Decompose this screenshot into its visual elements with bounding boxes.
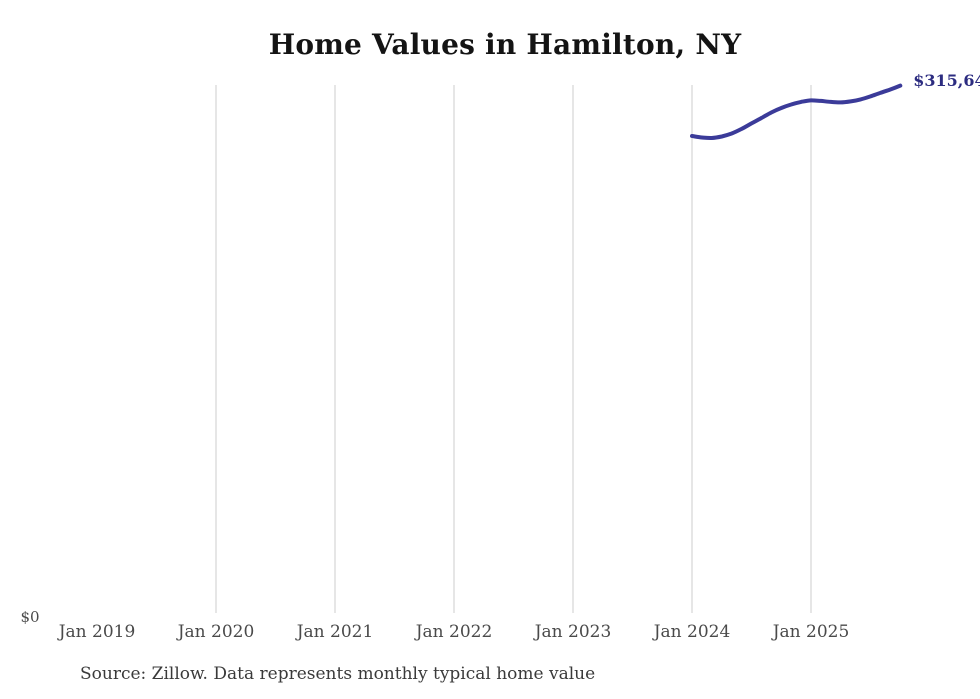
x-axis-tick-label: Jan 2024 — [653, 622, 731, 642]
x-axis-tick-label: Jan 2022 — [415, 622, 493, 642]
x-axis-tick-label: Jan 2020 — [177, 622, 255, 642]
chart-title: Home Values in Hamilton, NY — [268, 28, 742, 61]
x-axis-tick-label: Jan 2019 — [58, 622, 136, 642]
source-note: Source: Zillow. Data represents monthly … — [80, 664, 596, 684]
home-value-line — [690, 83, 903, 141]
x-axis-tick-label: Jan 2021 — [296, 622, 374, 642]
y-axis-zero-label: $0 — [20, 608, 40, 626]
x-axis-tick-label: Jan 2023 — [534, 622, 612, 642]
x-axis-tick-label: Jan 2025 — [772, 622, 850, 642]
last-value-label: $315,644 — [913, 70, 980, 90]
